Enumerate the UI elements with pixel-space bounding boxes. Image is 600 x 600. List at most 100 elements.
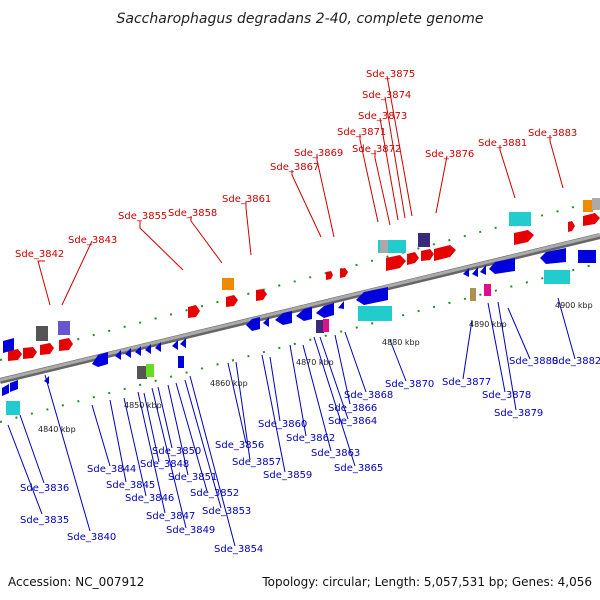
gene-box-pink bbox=[323, 319, 329, 332]
tick-label: 4900 kbp bbox=[555, 301, 593, 310]
gene-label: Sde_3880 bbox=[509, 356, 558, 367]
gene-box bbox=[178, 356, 184, 368]
top-gene-labels: Sde_3842 Sde_3843 Sde_3855 Sde_3858 Sde_… bbox=[15, 69, 577, 260]
gene-label: Sde_3865 bbox=[334, 463, 383, 474]
gene-label: Sde_3864 bbox=[328, 416, 377, 427]
gene-arrow bbox=[407, 252, 419, 265]
gene-arrow bbox=[275, 311, 292, 325]
gene-label: Sde_3883 bbox=[528, 128, 577, 139]
forward-strand-genes[interactable] bbox=[8, 213, 600, 361]
gene-label: Sde_3882 bbox=[552, 356, 600, 367]
topology-info: Topology: circular; Length: 5,057,531 bp… bbox=[262, 575, 592, 589]
gene-label: Sde_3848 bbox=[140, 459, 189, 470]
gene-label: Sde_3853 bbox=[202, 506, 251, 517]
gene-arrow bbox=[23, 347, 37, 359]
accession-label: Accession: bbox=[8, 575, 72, 589]
gene-label: Sde_3869 bbox=[294, 148, 343, 159]
gene-arrow bbox=[316, 303, 334, 318]
gene-arrow bbox=[326, 271, 333, 280]
gene-arrow bbox=[226, 295, 238, 307]
gene-arrow bbox=[180, 338, 186, 348]
gene-arrow bbox=[472, 267, 478, 277]
gene-label: Sde_3879 bbox=[494, 408, 543, 419]
gene-arrow bbox=[59, 338, 73, 351]
gene-label: Sde_3860 bbox=[258, 419, 307, 430]
accession-info: Accession: NC_007912 bbox=[8, 575, 144, 589]
gene-arrow bbox=[125, 348, 131, 358]
gene-label: Sde_3850 bbox=[152, 446, 201, 457]
rna-box bbox=[544, 270, 570, 284]
gene-arrow bbox=[568, 221, 575, 232]
gene-arrow bbox=[2, 384, 9, 396]
upper-misc-features[interactable] bbox=[36, 198, 600, 341]
gene-label: Sde_3875 bbox=[366, 69, 415, 80]
gene-arrow bbox=[356, 287, 388, 305]
gene-label: Sde_3859 bbox=[263, 470, 312, 481]
gene-arrow bbox=[583, 213, 600, 226]
gene-box-gray bbox=[137, 366, 147, 379]
gene-arrow bbox=[421, 249, 434, 261]
top-leader-lines bbox=[37, 75, 564, 306]
gene-arrow bbox=[434, 245, 456, 261]
gene-box bbox=[578, 250, 596, 263]
gene-arrow bbox=[263, 317, 269, 327]
gene-box-silver bbox=[592, 198, 600, 210]
coordinate-ticks: 4840 kbp 4850 kbp 4860 kbp 4870 kbp 4880… bbox=[38, 301, 593, 434]
gene-label: Sde_3842 bbox=[15, 249, 64, 260]
gene-label: Sde_3847 bbox=[146, 511, 195, 522]
gene-arrow bbox=[480, 265, 486, 275]
gene-arrow bbox=[10, 380, 18, 392]
gene-arrow bbox=[256, 289, 267, 301]
bottom-gene-labels: Sde_3835 Sde_3836 Sde_3840 Sde_3844 Sde_… bbox=[20, 356, 600, 555]
gene-label: Sde_3866 bbox=[328, 403, 377, 414]
gene-arrow bbox=[44, 376, 49, 384]
gene-arrow bbox=[135, 346, 141, 356]
gene-label: Sde_3867 bbox=[270, 162, 319, 173]
gene-label: Sde_3856 bbox=[215, 440, 264, 451]
gene-label: Sde_3851 bbox=[168, 472, 217, 483]
gene-arrow bbox=[338, 301, 344, 309]
gene-arrow bbox=[340, 268, 348, 278]
gene-label: Sde_3873 bbox=[358, 111, 407, 122]
gene-arrow bbox=[92, 352, 108, 367]
lower-misc-features[interactable] bbox=[6, 270, 570, 415]
gene-arrow bbox=[514, 230, 534, 245]
gene-arrow bbox=[115, 350, 121, 360]
gene-label: Sde_3843 bbox=[68, 235, 117, 246]
gene-box-silver bbox=[380, 240, 388, 253]
gene-box-navy bbox=[316, 320, 324, 333]
gene-arrow bbox=[40, 343, 54, 355]
gene-label: Sde_3881 bbox=[478, 138, 527, 149]
rna-box bbox=[6, 401, 20, 415]
gene-label: Sde_3876 bbox=[425, 149, 474, 160]
bottom-leader-lines bbox=[7, 297, 576, 547]
tick-label: 4880 kbp bbox=[382, 338, 420, 347]
gene-arrow bbox=[463, 268, 469, 277]
gene-label: Sde_3844 bbox=[87, 464, 136, 475]
gene-arrow bbox=[296, 307, 312, 321]
gene-arrow bbox=[188, 305, 200, 318]
tick-label: 4890 kbp bbox=[469, 320, 507, 329]
rna-box bbox=[509, 212, 531, 226]
gene-label: Sde_3863 bbox=[311, 448, 360, 459]
gene-label: Sde_3854 bbox=[214, 544, 263, 555]
gene-box-orange bbox=[583, 200, 593, 212]
accession-value: NC_007912 bbox=[75, 575, 145, 589]
gene-label: Sde_3836 bbox=[20, 483, 69, 494]
tick-label: 4860 kbp bbox=[210, 379, 248, 388]
tick-label: 4870 kbp bbox=[296, 358, 334, 367]
gene-box-green bbox=[146, 364, 154, 377]
gene-label: Sde_3849 bbox=[166, 525, 215, 536]
gene-label: Sde_3868 bbox=[344, 390, 393, 401]
gene-box-pink bbox=[484, 284, 491, 296]
gene-label: Sde_3861 bbox=[222, 194, 271, 205]
rna-box bbox=[358, 306, 392, 321]
gene-label: Sde_3855 bbox=[118, 211, 167, 222]
gene-label: Sde_3874 bbox=[362, 90, 411, 101]
reverse-strand-genes[interactable] bbox=[2, 248, 596, 396]
gene-label: Sde_3877 bbox=[442, 377, 491, 388]
gene-arrow bbox=[540, 248, 566, 264]
gene-label: Sde_3835 bbox=[20, 515, 69, 526]
gene-arrow bbox=[155, 342, 161, 352]
